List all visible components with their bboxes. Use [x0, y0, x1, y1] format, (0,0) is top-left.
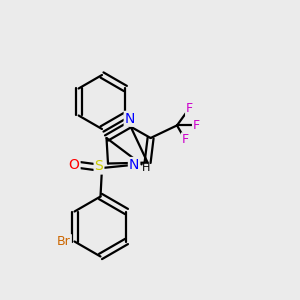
- Text: N: N: [125, 112, 135, 126]
- Text: F: F: [186, 102, 193, 116]
- Text: N: N: [129, 158, 139, 172]
- Text: F: F: [182, 133, 189, 146]
- Text: F: F: [193, 119, 200, 132]
- Text: S: S: [94, 160, 103, 173]
- Text: O: O: [69, 158, 80, 172]
- Text: Br: Br: [57, 235, 71, 248]
- Text: H: H: [142, 163, 150, 173]
